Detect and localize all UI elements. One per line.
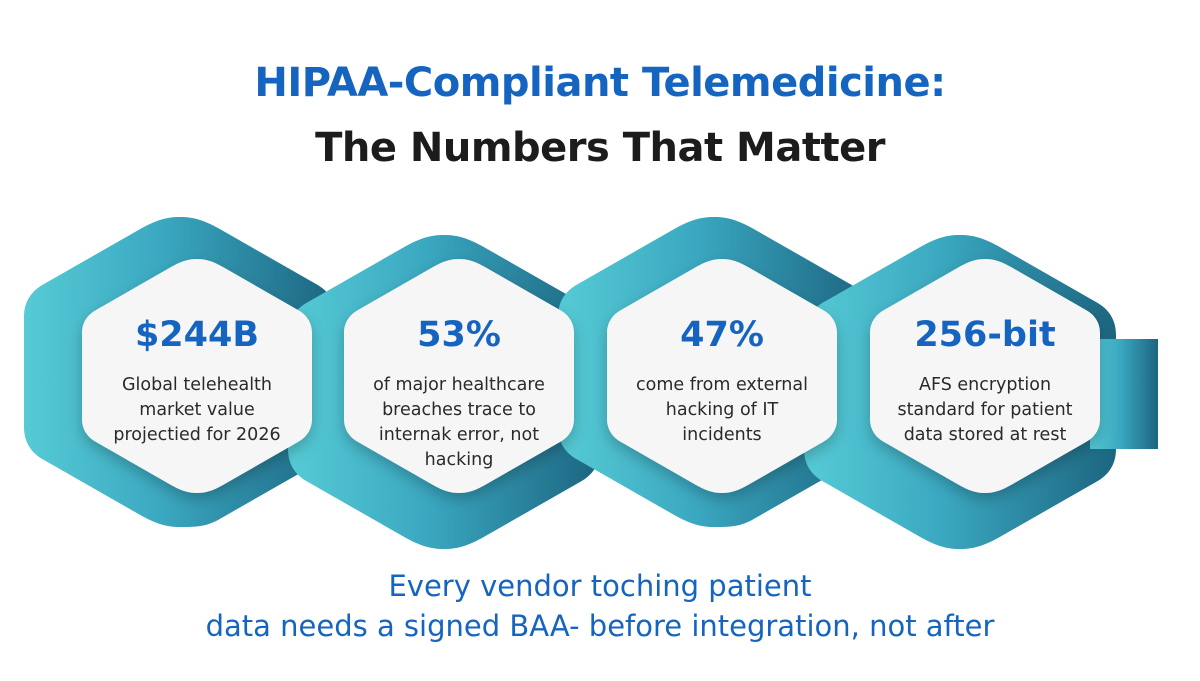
page-title: HIPAA-Compliant Telemedicine: bbox=[254, 60, 946, 106]
stat-description-line: Global telehealth bbox=[121, 375, 273, 395]
ribbon-tail bbox=[1090, 339, 1158, 449]
stat-value: 256-bit bbox=[914, 315, 1056, 355]
card-hexagon-1 bbox=[82, 259, 312, 493]
stat-description-line: internak error, not bbox=[378, 425, 540, 445]
stat-value: 53% bbox=[417, 315, 501, 355]
stat-description-line: of major healthcare bbox=[373, 375, 545, 395]
page-subtitle: The Numbers That Matter bbox=[315, 125, 885, 171]
card-hexagon-3 bbox=[607, 259, 837, 493]
stat-description-line: hacking of IT bbox=[665, 400, 779, 420]
stat-description-line: market value bbox=[139, 400, 255, 420]
stat-description-line: standard for patient bbox=[897, 400, 1073, 420]
card-hexagon-2 bbox=[344, 259, 574, 493]
stat-card-external-hacking: 47% come from external hacking of IT inc… bbox=[624, 293, 820, 489]
stat-description: Global telehealth market value projectie… bbox=[97, 373, 297, 448]
stat-description-line: incidents bbox=[682, 425, 762, 445]
stat-description-line: breaches trace to bbox=[382, 400, 536, 420]
footer-note-line: data needs a signed BAA- before integrat… bbox=[205, 609, 995, 643]
stat-card-encryption: 256-bit AFS encryption standard for pati… bbox=[887, 293, 1083, 489]
stat-description: AFS encryption standard for patient data… bbox=[885, 373, 1085, 448]
stat-description-line: data stored at rest bbox=[903, 425, 1067, 445]
footer-note-line: Every vendor toching patient bbox=[388, 569, 812, 603]
stat-value: 47% bbox=[680, 315, 764, 355]
stat-description-line: projectied for 2026 bbox=[113, 425, 281, 445]
stat-value: $244B bbox=[134, 315, 260, 355]
stat-card-internal-error: 53% of major healthcare breaches trace t… bbox=[361, 293, 557, 489]
stat-description-line: AFS encryption bbox=[918, 375, 1052, 395]
stat-description-line: come from external bbox=[635, 375, 808, 395]
stat-description-line: hacking bbox=[424, 450, 494, 470]
stat-description: come from external hacking of IT inciden… bbox=[622, 373, 822, 448]
stat-card-market-value: $244B Global telehealth market value pro… bbox=[99, 293, 295, 489]
card-hexagon-4 bbox=[870, 259, 1100, 493]
stat-description: of major healthcare breaches trace to in… bbox=[359, 373, 559, 473]
